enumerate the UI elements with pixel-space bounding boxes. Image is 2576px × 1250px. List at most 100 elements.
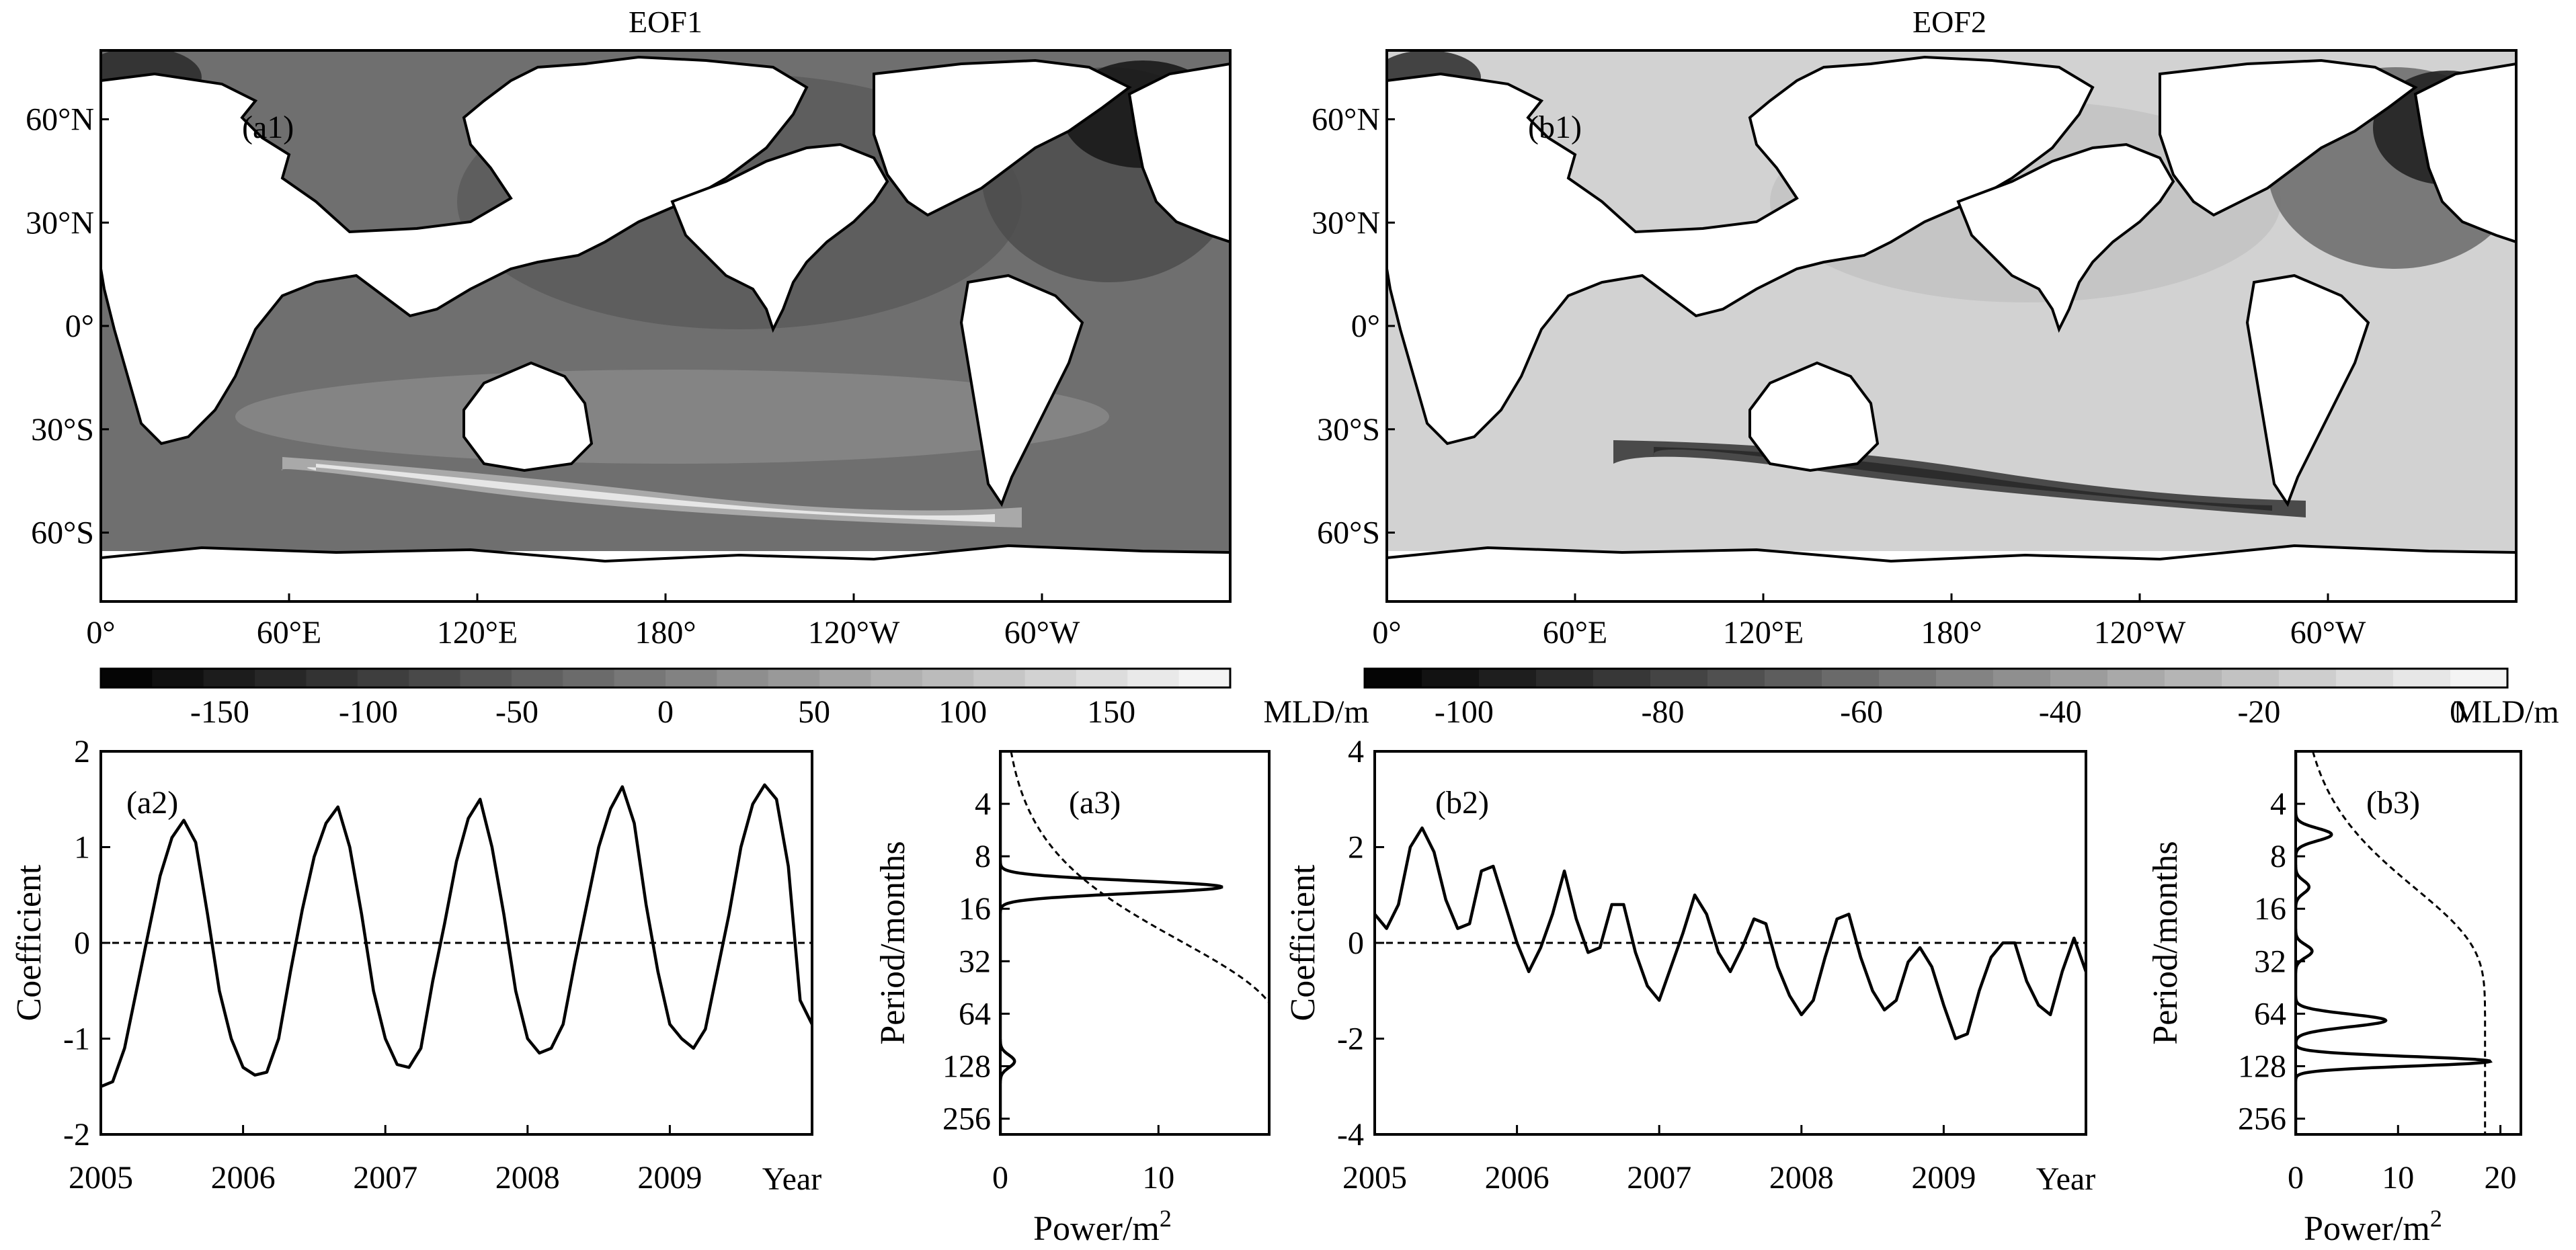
colorbar-level — [1650, 669, 1708, 688]
colorbar-level — [614, 669, 666, 688]
timeseries-panel-b2: 2005 2006 2007 2008 2009 4 2 0 -2 -4 (b2) Coeffic… — [1284, 734, 2095, 1197]
ylabel-b2: Coefficient — [1284, 864, 1322, 1022]
colorbar-level — [255, 669, 307, 688]
xtick-label: 2005 — [1342, 1160, 1407, 1196]
ytick-label: -1 — [63, 1022, 90, 1057]
southern-band-a1 — [281, 457, 1022, 528]
ytick-label: -2 — [1337, 1022, 1364, 1057]
ytick-label: 8 — [975, 839, 991, 874]
colorbar-level — [1536, 669, 1594, 688]
colorbar-tick-label: -80 — [1641, 694, 1684, 730]
colorbar-level — [1127, 669, 1180, 688]
ytick-label: 256 — [2238, 1101, 2286, 1137]
colorbar-tick-label: 0 — [2450, 694, 2466, 730]
colorbar-level — [152, 669, 204, 688]
colorbar-level — [768, 669, 820, 688]
xtick-label: 10 — [1142, 1160, 1174, 1196]
ytick-label: 8 — [2270, 839, 2286, 874]
axis-ticks-a1: 0° 60°E 120°E 180° 120°W 60°W 60°N 30°N 0° 30°S 60… — [26, 102, 1080, 651]
ytick-label: 4 — [2270, 786, 2286, 822]
colorbar-level — [1024, 669, 1077, 688]
xtick-label: 2009 — [637, 1160, 702, 1196]
colorbar-tick-label: -150 — [190, 694, 249, 730]
map-title-b1: EOF2 — [1913, 5, 1986, 39]
map-xtick-label: 120°E — [437, 615, 518, 651]
xtick-label: 2006 — [1485, 1160, 1549, 1196]
ytick-label: 0 — [74, 925, 90, 961]
colorbar-level — [717, 669, 769, 688]
colorbar-level — [871, 669, 923, 688]
southern-band-core-a1 — [307, 464, 995, 522]
panel-label-a1: (a1) — [242, 110, 294, 145]
xtick-label: 2006 — [211, 1160, 276, 1196]
map-ytick-label: 60°S — [31, 515, 94, 551]
colorbar-tick-label: -100 — [1435, 694, 1494, 730]
map-ytick-label: 0° — [65, 308, 94, 344]
xtick-label: 20 — [2485, 1160, 2517, 1196]
ytick-label: 128 — [942, 1048, 991, 1084]
colorbar-tick-label: -100 — [339, 694, 398, 730]
xlabel-year-b2: Year — [2036, 1161, 2095, 1197]
xtick-label: 0 — [2288, 1160, 2304, 1196]
colorbar-level — [1076, 669, 1128, 688]
series-line — [1375, 826, 2086, 1040]
map-panel-b1: EOF2 (b1) 0° 60°E 120°E 180° 120°W 60°W 60°N 30… — [1312, 5, 2518, 651]
ytick-label: 64 — [959, 996, 991, 1032]
map-title-a1: EOF1 — [629, 5, 702, 39]
colorbar-tick-label: -50 — [495, 694, 538, 730]
ytick-label: 1 — [74, 830, 90, 866]
colorbar-level — [819, 669, 872, 688]
ytick-label: 256 — [942, 1101, 991, 1137]
panel-label-a3: (a3) — [1069, 785, 1121, 821]
ytick-label: 0 — [1348, 925, 1364, 961]
ytick-label: 16 — [2254, 891, 2286, 927]
colorbar-level — [2050, 669, 2108, 688]
series-line — [101, 783, 812, 1088]
panel-label-b1: (b1) — [1528, 110, 1582, 145]
colorbar-level — [1765, 669, 1822, 688]
ytick-label: 2 — [74, 734, 90, 769]
xlabel-year-a2: Year — [762, 1161, 821, 1197]
colorbar-level — [922, 669, 974, 688]
ytick-label: -2 — [63, 1117, 90, 1153]
colorbar-level — [101, 669, 153, 688]
map-xtick-label: 0° — [86, 615, 115, 651]
colorbar-label-a1: MLD/m — [1263, 694, 1369, 730]
axis-ticks-b1: 0° 60°E 120°E 180° 120°W 60°W 60°N 30°N 0° 30°S 60… — [1312, 102, 2366, 651]
map-ytick-label: 30°S — [1317, 412, 1380, 448]
colorbar-tick-label: 100 — [938, 694, 987, 730]
map-ytick-label: 0° — [1351, 308, 1380, 344]
colorbar-tick-label: 150 — [1087, 694, 1135, 730]
ytick-label: 16 — [959, 891, 991, 927]
xtick-label: 2008 — [495, 1160, 560, 1196]
colorbar-level — [203, 669, 255, 688]
map-xtick-label: 60°E — [257, 615, 322, 651]
colorbar-level — [1422, 669, 1480, 688]
colorbar-b1: -100 -80 -60 -40 -20 0 MLD/m — [1363, 667, 2559, 730]
significance-curve — [2312, 751, 2487, 1134]
colorbar-level — [973, 669, 1026, 688]
map-xtick-label: 60°W — [2290, 615, 2366, 651]
ylabel-a3: Period/months — [874, 841, 912, 1044]
colorbar-level — [2336, 669, 2394, 688]
timeseries-panel-a2: 2005 2006 2007 2008 2009 2 1 0 -1 -2 (a2) Coeffic… — [10, 734, 821, 1197]
panel-label-b3: (b3) — [2366, 785, 2420, 821]
xtick-label: 2008 — [1769, 1160, 1834, 1196]
xtick-label: 2005 — [69, 1160, 133, 1196]
spectrum-panel-b3: 0 10 20 4 8 16 32 64 128 256 (b3) Period/months P… — [2146, 750, 2522, 1248]
colorbar-tick-label: 0 — [657, 694, 674, 730]
colorbar-level — [2279, 669, 2337, 688]
colorbar-level — [1707, 669, 1765, 688]
colorbar-level — [1993, 669, 2051, 688]
colorbar-level — [1936, 669, 1994, 688]
power-spectrum-line — [1000, 751, 1223, 1134]
colorbar-level — [409, 669, 461, 688]
colorbar-level — [2450, 669, 2508, 688]
colorbar-level — [1365, 669, 1422, 688]
colorbar-label-b1: MLD/m — [2453, 694, 2559, 730]
map-xtick-label: 60°E — [1543, 615, 1608, 651]
map-xtick-label: 120°W — [808, 615, 900, 651]
ytick-label: 4 — [1348, 734, 1364, 769]
map-xtick-label: 180° — [635, 615, 696, 651]
